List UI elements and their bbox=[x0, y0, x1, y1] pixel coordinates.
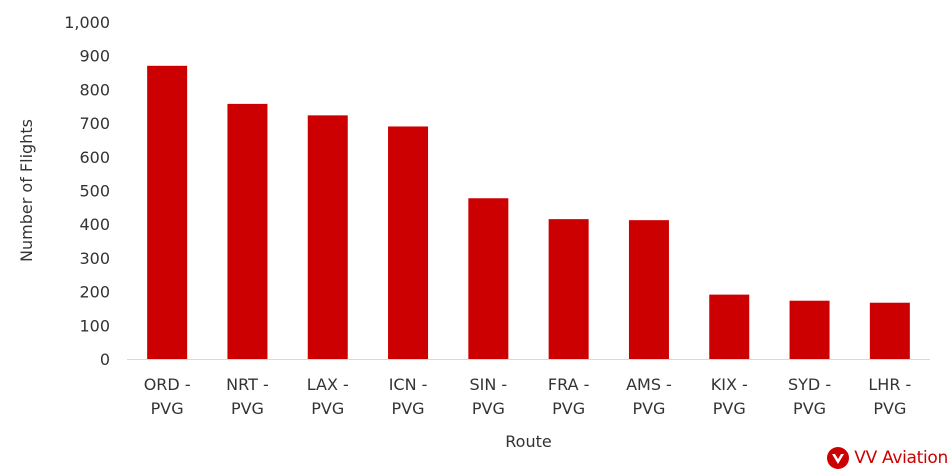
x-tick-label: ICN - bbox=[389, 375, 428, 394]
x-tick-label: NRT - bbox=[226, 375, 269, 394]
x-tick-label: PVG bbox=[873, 399, 906, 418]
y-axis-title: Number of Flights bbox=[17, 119, 36, 262]
y-tick-label: 0 bbox=[100, 350, 110, 369]
x-axis-title: Route bbox=[505, 432, 551, 451]
bar bbox=[147, 65, 188, 359]
x-tick-label: SYD - bbox=[788, 375, 831, 394]
y-tick-label: 200 bbox=[79, 283, 110, 302]
y-axis-ticks: 0 100 200 300 400 500 600 700 800 900 1,000 bbox=[64, 13, 110, 369]
y-tick-label: 1,000 bbox=[64, 13, 110, 32]
x-tick-label: PVG bbox=[793, 399, 826, 418]
y-tick-label: 400 bbox=[79, 215, 110, 234]
x-tick-label: PVG bbox=[713, 399, 746, 418]
y-tick-label: 300 bbox=[79, 249, 110, 268]
bar bbox=[709, 294, 750, 359]
bar bbox=[869, 302, 910, 359]
logo-text: VV Aviation bbox=[854, 448, 948, 468]
x-tick-label: FRA - bbox=[548, 375, 589, 394]
y-tick-label: 800 bbox=[79, 80, 110, 99]
bars bbox=[147, 65, 910, 360]
bar bbox=[468, 198, 509, 359]
x-tick-label: KIX - bbox=[711, 375, 748, 394]
bar bbox=[628, 220, 669, 359]
x-tick-label: SIN - bbox=[469, 375, 507, 394]
y-tick-label: 100 bbox=[79, 316, 110, 335]
x-tick-label: PVG bbox=[151, 399, 184, 418]
vv-aviation-logo-icon bbox=[827, 447, 850, 469]
y-tick-label: 700 bbox=[79, 114, 110, 133]
x-tick-label: ORD - bbox=[144, 375, 191, 394]
bar bbox=[789, 300, 830, 359]
bar bbox=[548, 219, 589, 359]
x-tick-label: PVG bbox=[392, 399, 425, 418]
x-tick-label: AMS - bbox=[626, 375, 672, 394]
y-tick-label: 500 bbox=[79, 182, 110, 201]
x-tick-label: PVG bbox=[552, 399, 585, 418]
y-tick-label: 900 bbox=[79, 47, 110, 66]
x-tick-label: LAX - bbox=[307, 375, 349, 394]
y-tick-label: 600 bbox=[79, 148, 110, 167]
bar bbox=[227, 103, 268, 360]
x-tick-label: PVG bbox=[311, 399, 344, 418]
x-tick-label: LHR - bbox=[868, 375, 911, 394]
x-axis-category-labels: ORD - PVG NRT - PVG LAX - PVG ICN - PVG SIN - PVG… bbox=[144, 375, 912, 418]
x-tick-label: PVG bbox=[632, 399, 665, 418]
x-tick-label: PVG bbox=[231, 399, 264, 418]
bar bbox=[388, 126, 429, 359]
vv-aviation-logo: VV Aviation bbox=[826, 444, 948, 472]
bar bbox=[307, 115, 348, 359]
x-tick-label: PVG bbox=[472, 399, 505, 418]
